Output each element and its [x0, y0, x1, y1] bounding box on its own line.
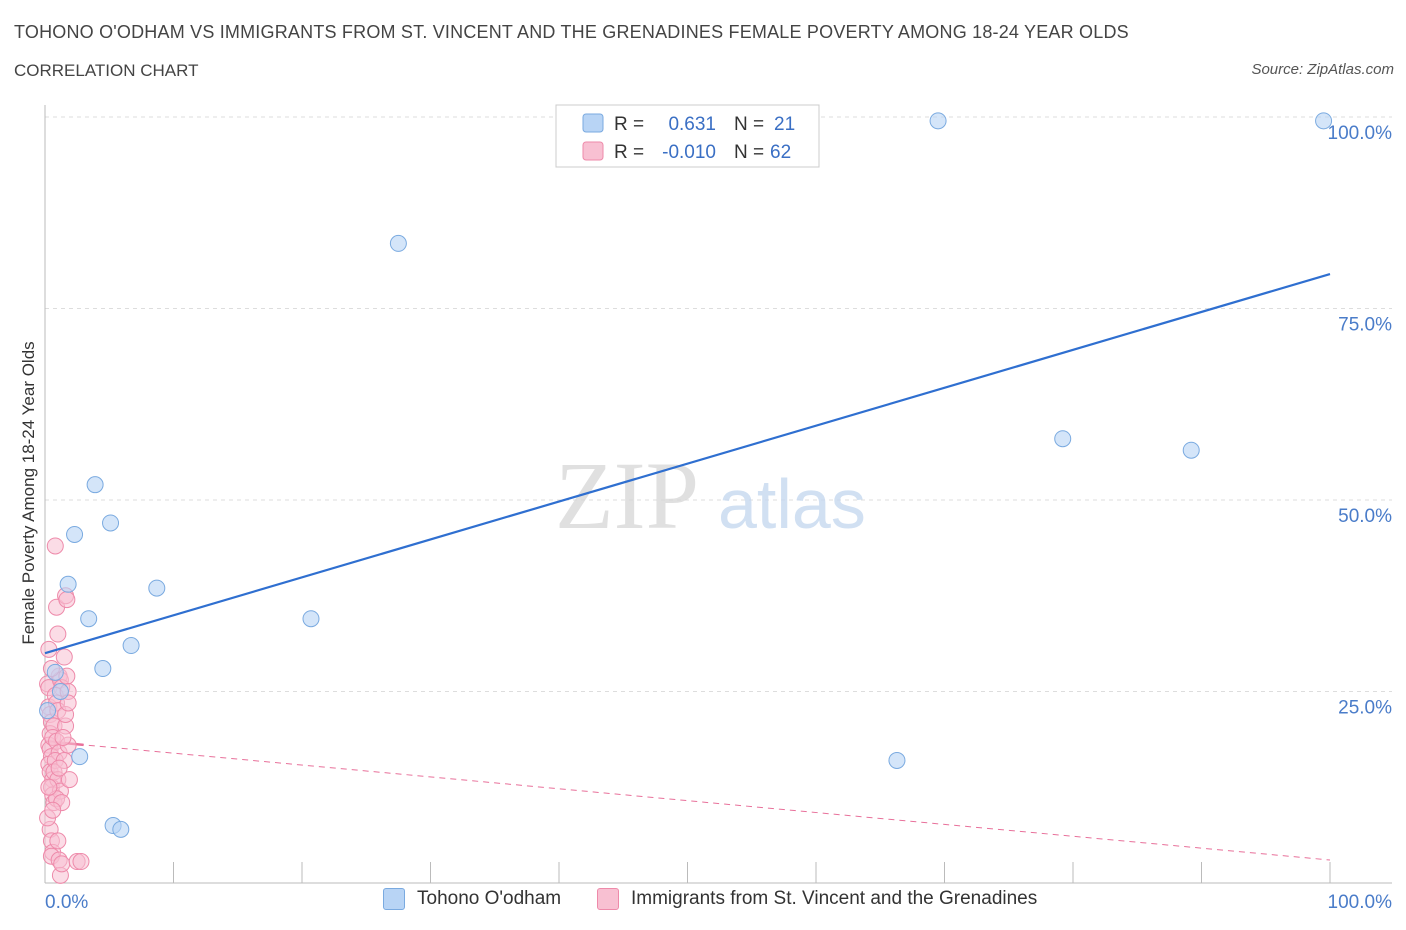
- data-point-blue-15: [389, 234, 407, 252]
- stats-n-value-pink: 62: [770, 142, 791, 163]
- data-point-blue-17: [929, 112, 947, 130]
- legend-item-tohono[interactable]: Tohono O'odham: [383, 888, 561, 910]
- chart-subtitle: CORRELATION CHART: [14, 61, 199, 80]
- data-point-blue-8: [94, 660, 112, 678]
- data-point-pink-58: [40, 778, 58, 796]
- data-point-blue-20: [1315, 112, 1333, 130]
- y-tick-label-1: 50.0%: [1338, 506, 1392, 527]
- data-point-blue-19: [1182, 441, 1200, 459]
- y-tick-label-2: 75.0%: [1338, 315, 1392, 336]
- stats-swatch-blue: [582, 113, 604, 133]
- data-point-blue-3: [59, 575, 77, 593]
- data-point-pink-54: [54, 728, 72, 746]
- x-tick-label-min: 0.0%: [45, 892, 88, 913]
- data-point-blue-11: [112, 820, 130, 838]
- stats-r-label-blue: R =: [614, 114, 644, 135]
- data-point-blue-2: [51, 683, 69, 700]
- stats-n-label-pink: N =: [734, 142, 764, 163]
- stats-swatch-pink: [582, 141, 604, 161]
- legend-swatch-tohono: [383, 888, 405, 910]
- chart-title: TOHONO O'ODHAM VS IMMIGRANTS FROM ST. VI…: [14, 22, 1129, 42]
- data-point-blue-7: [86, 476, 104, 494]
- trend-line-pink: [44, 740, 1331, 861]
- stats-n-value-blue: 21: [774, 114, 795, 135]
- stats-n-label-blue: N =: [734, 114, 764, 135]
- data-point-pink-60: [44, 801, 62, 819]
- y-tick-label-3: 100.0%: [1328, 123, 1393, 144]
- series-pink-points: [39, 537, 90, 884]
- data-point-pink-53: [72, 853, 90, 871]
- data-point-blue-16: [888, 751, 906, 769]
- data-point-blue-18: [1054, 430, 1072, 448]
- data-point-pink-44: [55, 648, 73, 666]
- stats-r-value-blue: 0.631: [668, 114, 716, 135]
- data-point-pink-39: [49, 832, 67, 850]
- data-point-blue-0: [39, 702, 57, 720]
- data-point-blue-4: [66, 525, 84, 543]
- legend-label-st-vincent: Immigrants from St. Vincent and the Gren…: [631, 888, 1038, 909]
- trend-line-blue: [44, 272, 1331, 655]
- data-point-blue-12: [122, 637, 140, 655]
- watermark-atlas: atlas: [718, 465, 866, 543]
- series-blue-points: [39, 112, 1333, 838]
- legend-label-tohono: Tohono O'odham: [417, 888, 562, 909]
- data-point-pink-61: [50, 759, 68, 777]
- data-point-blue-6: [80, 610, 98, 628]
- data-point-blue-14: [302, 610, 320, 628]
- series-pink-trend: [44, 740, 1331, 861]
- legend-item-st-vincent[interactable]: Immigrants from St. Vincent and the Gren…: [597, 888, 1037, 910]
- data-point-pink-20: [46, 537, 64, 555]
- x-tick-label-max: 100.0%: [1328, 892, 1393, 913]
- legend-swatch-st-vincent: [597, 888, 619, 910]
- data-point-pink-22: [49, 625, 67, 643]
- data-point-pink-51: [53, 855, 71, 873]
- gridlines: [45, 116, 1392, 692]
- series-legend: Tohono O'odham Immigrants from St. Vince…: [0, 888, 1406, 918]
- stats-legend: R = 0.631 N = 21 R = -0.010 N = 62: [555, 104, 820, 168]
- series-blue-trend: [44, 272, 1331, 655]
- watermark: ZIP atlas: [555, 442, 866, 549]
- data-point-pink-43: [58, 591, 76, 609]
- x-tick-labels: 0.0% 100.0%: [45, 892, 1392, 913]
- stats-r-label-pink: R =: [614, 142, 644, 163]
- source-credit: Source: ZipAtlas.com: [1251, 61, 1394, 78]
- data-point-blue-9: [102, 514, 120, 532]
- y-tick-labels: 25.0% 50.0% 75.0% 100.0%: [1328, 123, 1393, 719]
- y-tick-label-0: 25.0%: [1338, 698, 1392, 719]
- data-point-blue-13: [148, 579, 166, 597]
- stats-r-value-pink: -0.010: [662, 142, 716, 163]
- data-point-pink-50: [60, 771, 78, 789]
- y-axis-label: Female Poverty Among 18-24 Year Olds: [19, 341, 38, 644]
- data-point-blue-5: [71, 748, 89, 766]
- data-point-blue-1: [46, 663, 64, 681]
